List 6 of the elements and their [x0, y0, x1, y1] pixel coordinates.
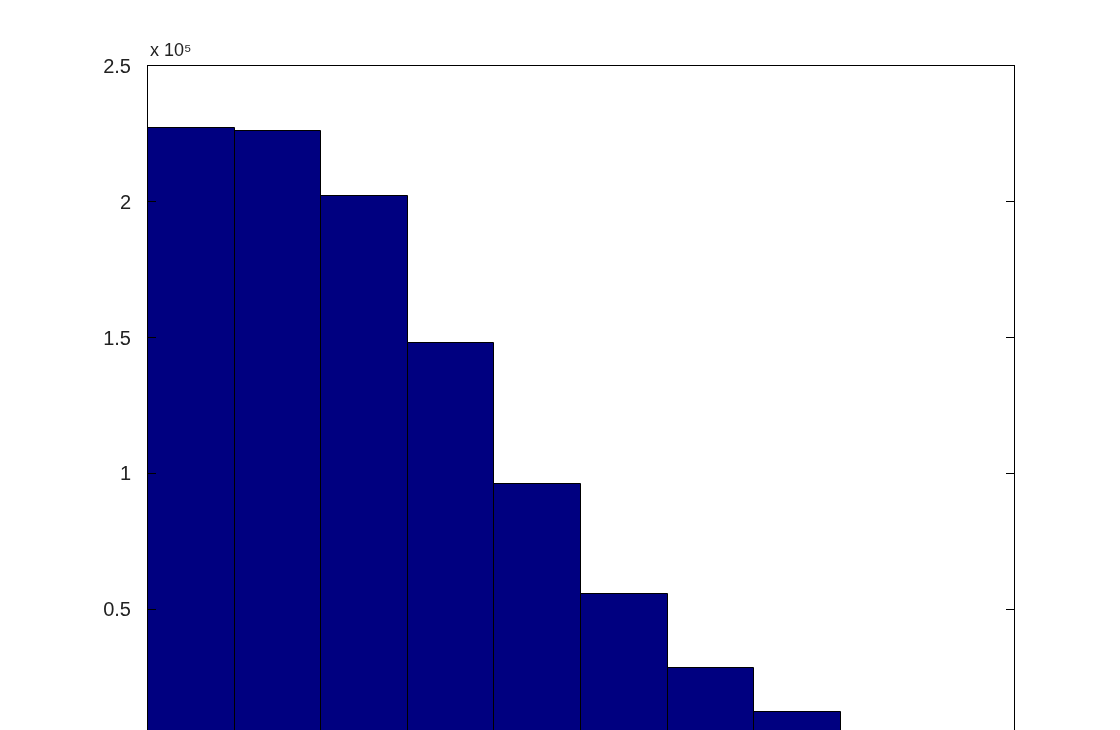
y-tick-label: 1: [119, 462, 131, 485]
y-tick-label: 2: [119, 190, 131, 213]
y-tick-label: 1.5: [103, 326, 131, 349]
y-tick-label: 0.5: [103, 598, 131, 621]
y-tick-label: 2.5: [103, 55, 131, 77]
text: x 10⁵: [150, 40, 192, 60]
